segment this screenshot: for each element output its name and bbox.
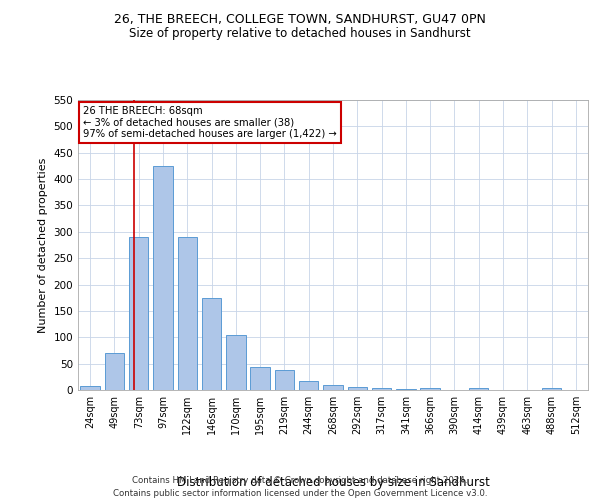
Bar (542, 388, 561, 390)
Text: Size of property relative to detached houses in Sandhurst: Size of property relative to detached ho… (129, 28, 471, 40)
Bar (105, 353, 124, 390)
Text: Contains HM Land Registry data © Crown copyright and database right 2024.
Contai: Contains HM Land Registry data © Crown c… (113, 476, 487, 498)
Text: 26, THE BREECH, COLLEGE TOWN, SANDHURST, GU47 0PN: 26, THE BREECH, COLLEGE TOWN, SANDHURST,… (114, 12, 486, 26)
Bar (372, 388, 391, 390)
X-axis label: Distribution of detached houses by size in Sandhurst: Distribution of detached houses by size … (176, 476, 490, 489)
Bar (250, 367, 270, 390)
Bar (153, 166, 173, 390)
Bar (275, 370, 294, 390)
Bar (323, 386, 343, 390)
Bar (421, 388, 440, 390)
Bar (299, 381, 319, 390)
Bar (469, 388, 488, 390)
Text: 26 THE BREECH: 68sqm
← 3% of detached houses are smaller (38)
97% of semi-detach: 26 THE BREECH: 68sqm ← 3% of detached ho… (83, 106, 337, 139)
Bar (129, 237, 148, 390)
Bar (80, 386, 100, 390)
Bar (226, 334, 245, 390)
Y-axis label: Number of detached properties: Number of detached properties (38, 158, 48, 332)
Bar (202, 298, 221, 390)
Bar (347, 388, 367, 390)
Bar (178, 237, 197, 390)
